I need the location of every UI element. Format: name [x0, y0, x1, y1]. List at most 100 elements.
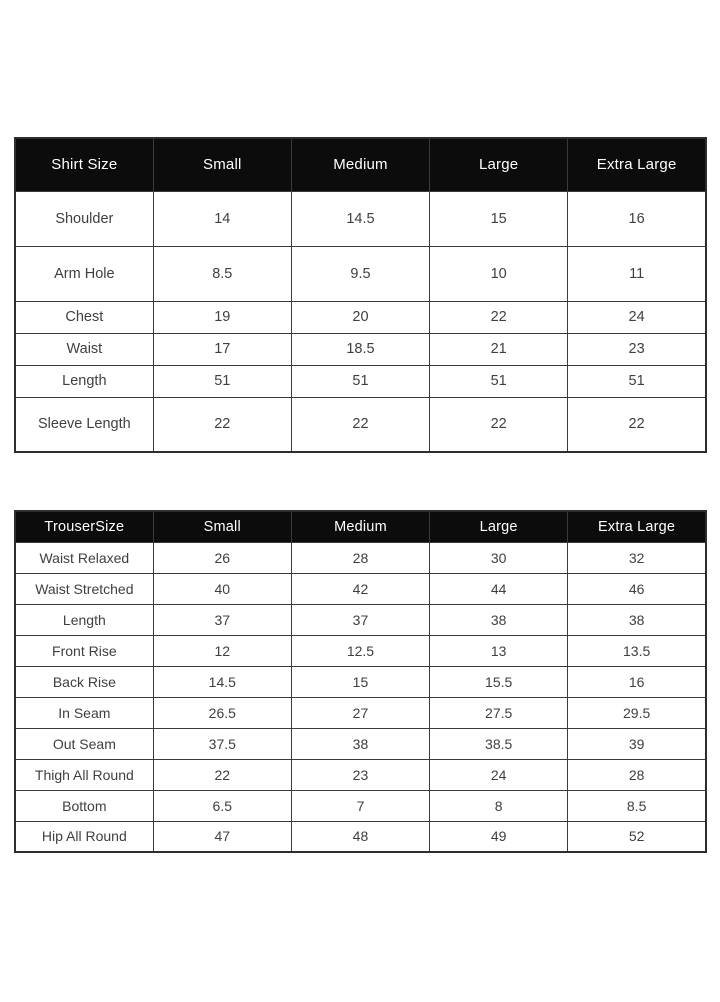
cell-value: 51 — [567, 364, 707, 398]
table-row-hip-all-round: Hip All Round 47 48 49 52 — [14, 820, 707, 853]
trouser-table-header-small: Small — [152, 510, 292, 543]
table-row-length: Length 37 37 38 38 — [14, 603, 707, 636]
cell-value: 38.5 — [429, 727, 569, 760]
cell-value: 37 — [152, 603, 292, 636]
row-label: Sleeve Length — [14, 396, 154, 453]
row-label: Length — [14, 364, 154, 398]
cell-value: 8.5 — [567, 789, 707, 822]
cell-value: 10 — [429, 245, 569, 302]
cell-value: 26.5 — [152, 696, 292, 729]
cell-value: 22 — [429, 396, 569, 453]
row-label: Length — [14, 603, 154, 636]
row-label: Waist — [14, 332, 154, 366]
cell-value: 22 — [290, 396, 431, 453]
cell-value: 27.5 — [429, 696, 569, 729]
shirt-table-header-medium: Medium — [290, 137, 431, 192]
cell-value: 20 — [290, 300, 431, 334]
row-label: Waist Stretched — [14, 572, 154, 605]
cell-value: 52 — [567, 820, 707, 853]
cell-value: 51 — [429, 364, 569, 398]
table-row-waist-stretched: Waist Stretched 40 42 44 46 — [14, 572, 707, 605]
table-row-length: Length 51 51 51 51 — [14, 364, 707, 398]
cell-value: 26 — [152, 541, 292, 574]
cell-value: 7 — [290, 789, 431, 822]
table-row-back-rise: Back Rise 14.5 15 15.5 16 — [14, 665, 707, 698]
row-label: Thigh All Round — [14, 758, 154, 791]
cell-value: 22 — [429, 300, 569, 334]
cell-value: 8 — [429, 789, 569, 822]
table-row-arm-hole: Arm Hole 8.5 9.5 10 11 — [14, 245, 707, 302]
cell-value: 24 — [429, 758, 569, 791]
cell-value: 38 — [290, 727, 431, 760]
cell-value: 17 — [152, 332, 292, 366]
row-label: Back Rise — [14, 665, 154, 698]
cell-value: 51 — [152, 364, 292, 398]
shirt-table-header-large: Large — [429, 137, 569, 192]
cell-value: 24 — [567, 300, 707, 334]
row-label: Shoulder — [14, 190, 154, 247]
table-row-chest: Chest 19 20 22 24 — [14, 300, 707, 334]
cell-value: 38 — [567, 603, 707, 636]
cell-value: 32 — [567, 541, 707, 574]
row-label: In Seam — [14, 696, 154, 729]
row-label: Arm Hole — [14, 245, 154, 302]
cell-value: 14.5 — [152, 665, 292, 698]
cell-value: 44 — [429, 572, 569, 605]
trouser-table-header-row: TrouserSize Small Medium Large Extra Lar… — [14, 510, 707, 543]
cell-value: 11 — [567, 245, 707, 302]
trouser-table-header-medium: Medium — [290, 510, 431, 543]
cell-value: 27 — [290, 696, 431, 729]
cell-value: 30 — [429, 541, 569, 574]
shirt-table-header-extra-large: Extra Large — [567, 137, 707, 192]
cell-value: 46 — [567, 572, 707, 605]
row-label: Chest — [14, 300, 154, 334]
table-row-waist-relaxed: Waist Relaxed 26 28 30 32 — [14, 541, 707, 574]
cell-value: 12.5 — [290, 634, 431, 667]
table-row-shoulder: Shoulder 14 14.5 15 16 — [14, 190, 707, 247]
cell-value: 9.5 — [290, 245, 431, 302]
cell-value: 16 — [567, 665, 707, 698]
table-row-out-seam: Out Seam 37.5 38 38.5 39 — [14, 727, 707, 760]
cell-value: 18.5 — [290, 332, 431, 366]
row-label: Waist Relaxed — [14, 541, 154, 574]
row-label: Out Seam — [14, 727, 154, 760]
cell-value: 23 — [290, 758, 431, 791]
shirt-table-header-small: Small — [152, 137, 292, 192]
table-row-front-rise: Front Rise 12 12.5 13 13.5 — [14, 634, 707, 667]
cell-value: 22 — [152, 396, 292, 453]
cell-value: 51 — [290, 364, 431, 398]
cell-value: 39 — [567, 727, 707, 760]
trouser-table-header-label: TrouserSize — [14, 510, 154, 543]
cell-value: 49 — [429, 820, 569, 853]
cell-value: 37 — [290, 603, 431, 636]
table-row-thigh-all-round: Thigh All Round 22 23 24 28 — [14, 758, 707, 791]
row-label: Front Rise — [14, 634, 154, 667]
cell-value: 13 — [429, 634, 569, 667]
shirt-size-table: Shirt Size Small Medium Large Extra Larg… — [14, 137, 707, 453]
cell-value: 8.5 — [152, 245, 292, 302]
cell-value: 14 — [152, 190, 292, 247]
cell-value: 14.5 — [290, 190, 431, 247]
cell-value: 29.5 — [567, 696, 707, 729]
trouser-size-table: TrouserSize Small Medium Large Extra Lar… — [14, 510, 707, 853]
shirt-table-header-label: Shirt Size — [14, 137, 154, 192]
table-row-in-seam: In Seam 26.5 27 27.5 29.5 — [14, 696, 707, 729]
cell-value: 6.5 — [152, 789, 292, 822]
cell-value: 22 — [567, 396, 707, 453]
cell-value: 47 — [152, 820, 292, 853]
table-row-sleeve-length: Sleeve Length 22 22 22 22 — [14, 396, 707, 453]
cell-value: 15 — [290, 665, 431, 698]
shirt-table-header-row: Shirt Size Small Medium Large Extra Larg… — [14, 137, 707, 192]
cell-value: 13.5 — [567, 634, 707, 667]
row-label: Hip All Round — [14, 820, 154, 853]
cell-value: 42 — [290, 572, 431, 605]
table-row-bottom: Bottom 6.5 7 8 8.5 — [14, 789, 707, 822]
cell-value: 38 — [429, 603, 569, 636]
cell-value: 16 — [567, 190, 707, 247]
cell-value: 21 — [429, 332, 569, 366]
cell-value: 28 — [290, 541, 431, 574]
cell-value: 40 — [152, 572, 292, 605]
table-row-waist: Waist 17 18.5 21 23 — [14, 332, 707, 366]
cell-value: 37.5 — [152, 727, 292, 760]
trouser-table-header-large: Large — [429, 510, 569, 543]
